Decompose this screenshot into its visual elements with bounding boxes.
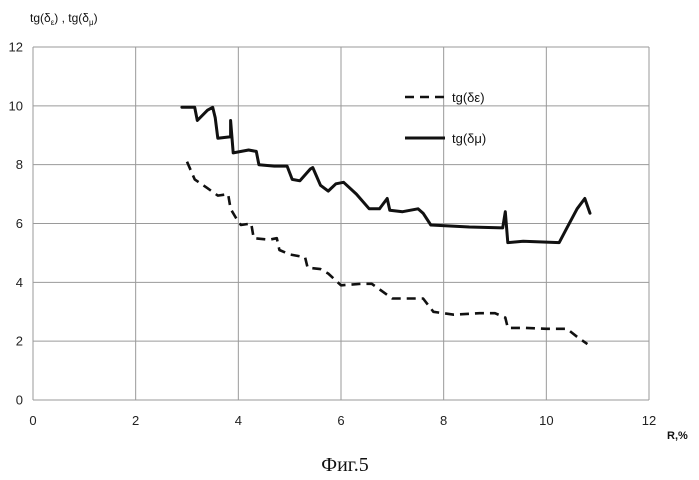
figure-caption: Фиг.5 — [321, 454, 368, 476]
legend-label-mu: tg(δμ) — [452, 131, 486, 146]
x-axis-title: R,% — [667, 430, 688, 442]
y-axis-title-part2: ) , tg(δ — [54, 11, 89, 25]
y-tick-label-8: 8 — [16, 157, 23, 172]
x-tick-label-2: 2 — [132, 413, 139, 428]
x-tick-label-12: 12 — [642, 413, 656, 428]
x-tick-label-6: 6 — [337, 413, 344, 428]
y-axis-title: tg(δε) , tg(δμ) — [30, 11, 98, 27]
x-tick-label-4: 4 — [235, 413, 242, 428]
y-tick-label-12: 12 — [9, 40, 23, 55]
y-axis-title-part3: ) — [94, 11, 98, 25]
y-axis-title-part1: tg(δ — [30, 11, 51, 25]
x-tick-label-10: 10 — [539, 413, 553, 428]
x-tick-label-0: 0 — [29, 413, 36, 428]
y-tick-label-10: 10 — [9, 98, 23, 113]
legend-label-eps: tg(δε) — [452, 90, 485, 105]
x-tick-label-8: 8 — [440, 413, 447, 428]
y-tick-label-4: 4 — [16, 275, 23, 290]
y-tick-label-6: 6 — [16, 216, 23, 231]
y-tick-label-2: 2 — [16, 334, 23, 349]
y-tick-label-0: 0 — [16, 393, 23, 408]
